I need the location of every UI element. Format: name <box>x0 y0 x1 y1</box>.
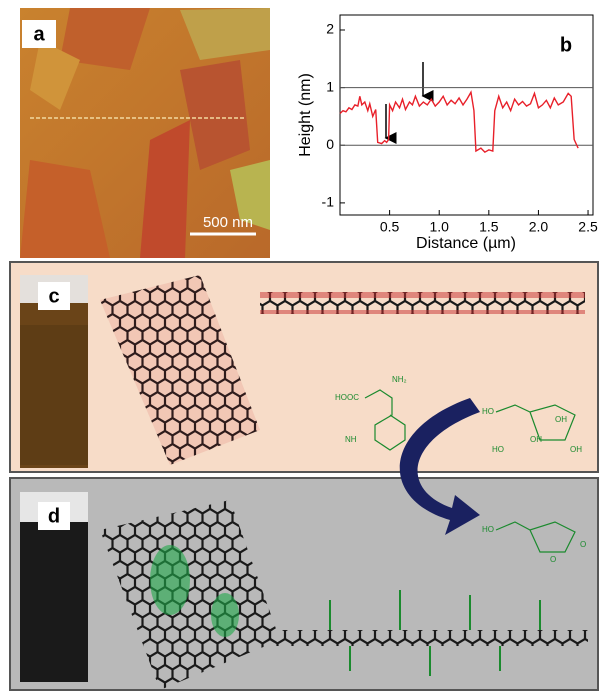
oxidized-product: HO O O <box>482 521 586 564</box>
x-tick-label: 1.5 <box>479 219 499 235</box>
x-tick-label: 2.0 <box>529 219 549 235</box>
chem-label: OH <box>530 435 542 444</box>
chem-label: O <box>580 540 586 549</box>
tryptophan: HOOC NH₂ NH <box>335 375 407 451</box>
chem-label: O <box>550 555 556 564</box>
x-tick-label: 1.0 <box>429 219 449 235</box>
chem-label: HO <box>482 407 494 416</box>
y-tick-label: 1 <box>326 78 334 94</box>
chem-label: NH <box>345 435 357 444</box>
panel-label: d <box>48 505 60 527</box>
scale-bar-label: 500 nm <box>203 214 253 231</box>
profile-line <box>339 90 579 154</box>
chem-label: HO <box>482 525 494 534</box>
chem-label: OH <box>555 415 567 424</box>
y-tick-label: 0 <box>326 136 334 152</box>
chem-label: NH₂ <box>392 375 407 384</box>
panel-c <box>9 261 599 473</box>
panel-label: a <box>33 23 45 45</box>
panel-label: c <box>48 285 59 307</box>
y-tick-label: 2 <box>326 21 334 37</box>
panel-label: b <box>560 34 572 56</box>
y-axis-label: Height (nm) <box>297 73 314 157</box>
label-box <box>22 20 56 48</box>
afm-image <box>20 8 270 258</box>
x-axis-label: Distance (µm) <box>416 235 516 252</box>
chem-label: HOOC <box>335 393 359 402</box>
height-profile <box>339 14 594 216</box>
panel-d <box>9 477 599 691</box>
y-tick-label: -1 <box>322 194 335 210</box>
chem-label: OH <box>570 445 582 454</box>
label-box <box>38 282 70 310</box>
reaction-arrow <box>399 398 480 535</box>
plot-frame <box>339 14 594 216</box>
chem-label: HO <box>492 445 504 454</box>
ascorbic-acid: HO OH OH HO OH <box>482 404 582 454</box>
x-tick-label: 0.5 <box>380 219 400 235</box>
x-tick-label: 2.5 <box>578 219 598 235</box>
label-box <box>38 502 70 530</box>
